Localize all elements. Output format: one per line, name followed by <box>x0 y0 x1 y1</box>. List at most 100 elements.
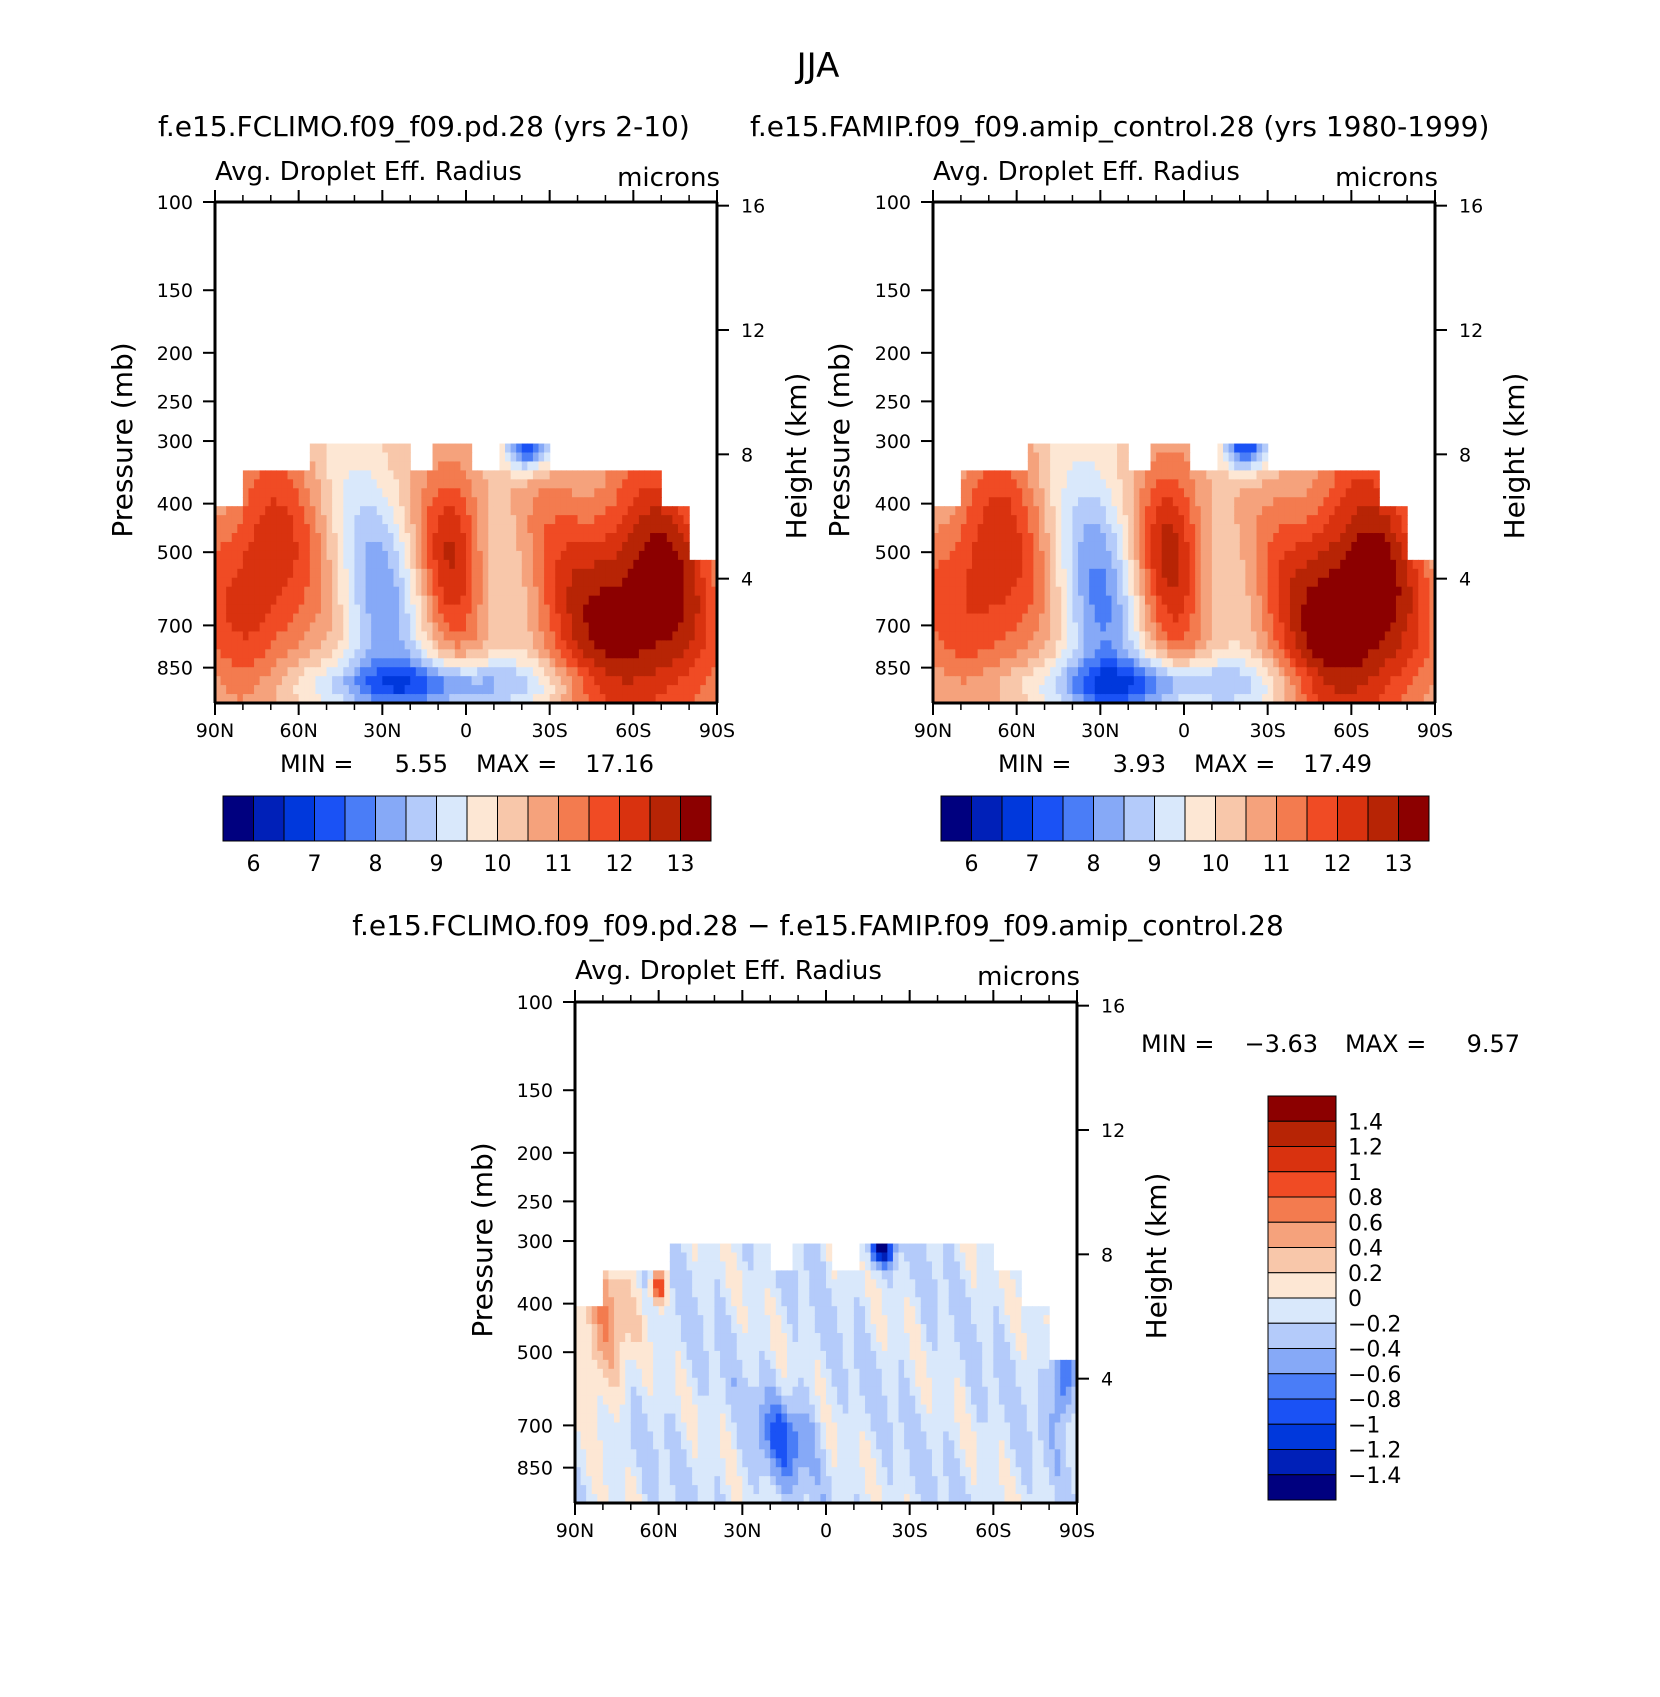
contour-cell <box>270 595 277 606</box>
contour-cell <box>1200 586 1207 597</box>
contour-cell <box>594 586 601 597</box>
contour-cell <box>1111 461 1118 471</box>
contour-cell <box>638 586 646 597</box>
contour-cell <box>493 604 501 615</box>
contour-cell <box>432 604 439 615</box>
contour-cell <box>650 595 657 606</box>
contour-cell <box>1234 559 1241 570</box>
contour-cell <box>326 515 333 525</box>
contour-cell <box>220 577 227 588</box>
contour-cell <box>1256 595 1263 606</box>
contour-cell <box>510 524 517 534</box>
contour-cell <box>1105 524 1113 534</box>
panel-subtitle-right: microns <box>977 962 1080 992</box>
contour-cell <box>471 550 478 561</box>
contour-cell <box>1156 461 1163 471</box>
colorbar-label: 13 <box>667 852 695 877</box>
contour-cell <box>583 613 590 624</box>
contour-cell <box>254 685 261 695</box>
contour-cell <box>1368 694 1375 704</box>
contour-cell <box>460 640 467 650</box>
contour-cell <box>1078 613 1085 624</box>
contour-cell <box>1390 649 1397 659</box>
contour-cell <box>1033 497 1040 507</box>
contour-cell <box>1005 515 1012 525</box>
contour-cell <box>237 694 244 704</box>
contour-cell <box>1329 667 1336 677</box>
contour-cell <box>477 586 484 597</box>
contour-cell <box>1429 595 1436 606</box>
contour-cell <box>955 649 962 659</box>
contour-cell <box>972 676 979 686</box>
contour-cell <box>588 595 595 606</box>
contour-cell <box>594 667 601 677</box>
contour-cell <box>1122 559 1129 570</box>
contour-cell <box>1340 550 1347 561</box>
contour-cell <box>605 676 612 686</box>
contour-cell <box>666 640 673 650</box>
contour-cell <box>1256 577 1263 588</box>
contour-cell <box>1250 568 1258 579</box>
contour-cell <box>1345 694 1352 704</box>
contour-field <box>933 443 1436 704</box>
contour-cell <box>410 550 417 561</box>
contour-cell <box>938 568 945 579</box>
contour-cell <box>1022 640 1029 650</box>
contour-cell <box>1373 613 1380 624</box>
contour-cell <box>1345 515 1352 525</box>
contour-cell <box>1262 649 1269 659</box>
contour-cell <box>215 622 222 633</box>
contour-cell <box>466 595 473 606</box>
contour-cell <box>281 649 289 659</box>
contour-cell <box>1211 568 1219 579</box>
contour-cell <box>938 676 945 686</box>
contour-cell <box>1351 658 1358 668</box>
contour-cell <box>1301 649 1308 659</box>
contour-cell <box>382 479 389 489</box>
contour-cell <box>488 676 495 686</box>
contour-cell <box>1384 559 1391 570</box>
contour-cell <box>1379 649 1386 659</box>
contour-cell <box>354 640 361 650</box>
contour-cell <box>309 443 316 454</box>
contour-cell <box>1128 479 1135 489</box>
contour-cell <box>1289 541 1297 552</box>
contour-cell <box>555 613 562 624</box>
contour-cell <box>454 676 462 686</box>
contour-cell <box>577 685 584 695</box>
contour-cell <box>1094 488 1101 498</box>
contour-cell <box>1055 533 1062 543</box>
colorbar-swatch <box>1337 795 1369 842</box>
contour-cell <box>466 506 473 516</box>
contour-cell <box>360 461 367 471</box>
contour-cell <box>1195 559 1202 570</box>
contour-cell <box>933 595 940 606</box>
contour-cell <box>360 685 367 695</box>
contour-cell <box>571 515 579 525</box>
contour-cell <box>265 595 272 606</box>
contour-cell <box>1078 488 1085 498</box>
contour-cell <box>499 488 506 498</box>
contour-cell <box>532 613 540 624</box>
contour-cell <box>242 488 250 498</box>
contour-cell <box>544 461 551 471</box>
contour-cell <box>627 685 634 695</box>
contour-cell <box>399 577 406 588</box>
contour-cell <box>1195 479 1202 489</box>
contour-cell <box>1144 604 1152 615</box>
contour-cell <box>1044 452 1051 463</box>
contour-cell <box>1050 577 1057 588</box>
contour-cell <box>1429 577 1436 588</box>
contour-cell <box>309 586 316 597</box>
contour-cell <box>949 676 956 686</box>
contour-cell <box>376 685 383 695</box>
contour-cell <box>711 559 718 570</box>
contour-cell <box>1368 658 1375 668</box>
contour-cell <box>711 685 718 695</box>
contour-cell <box>944 649 951 659</box>
contour-cell <box>677 631 685 641</box>
contour-cell <box>259 506 266 516</box>
contour-cell <box>683 577 690 588</box>
contour-cell <box>259 676 266 686</box>
contour-cell <box>1072 479 1079 489</box>
